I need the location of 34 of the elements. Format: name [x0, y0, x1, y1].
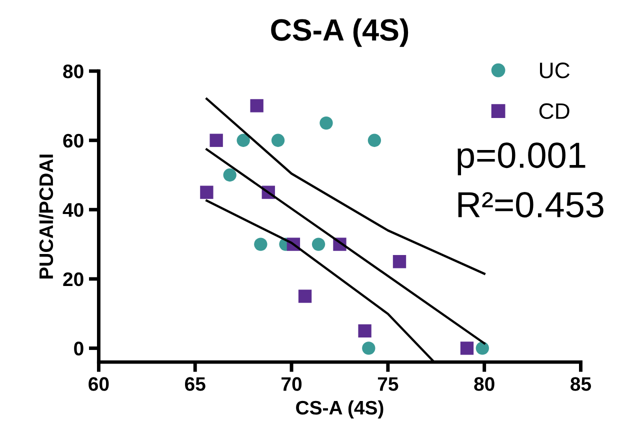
- point: [320, 116, 333, 130]
- point: [362, 342, 376, 355]
- x-tick-label: 75: [378, 377, 398, 391]
- point: [368, 134, 382, 147]
- point: [392, 255, 406, 268]
- x-tick-label: 85: [570, 377, 592, 391]
- chart-title: CS-A (4S): [271, 18, 408, 47]
- point: [250, 99, 264, 112]
- point: [460, 342, 474, 355]
- y-tick-label: 20: [63, 272, 84, 286]
- legend-label: UC: [540, 62, 570, 78]
- legend-label: CD: [539, 103, 570, 120]
- point: [200, 186, 214, 199]
- x-tick-label: 80: [474, 377, 494, 391]
- point: [358, 324, 372, 338]
- y-tick-label: 60: [63, 134, 84, 148]
- x-axis-title: CS-A (4S): [296, 400, 384, 418]
- y-axis-title: PUCAI/PCDAI: [38, 154, 54, 278]
- point: [236, 134, 250, 147]
- x-tick-label: 65: [185, 377, 206, 391]
- point: [254, 238, 268, 251]
- point: [271, 134, 285, 147]
- point: [298, 290, 312, 303]
- x-tick-label: 60: [88, 377, 109, 391]
- x-tick-label: 70: [282, 377, 302, 391]
- point: [210, 134, 223, 147]
- y-tick-label: 80: [63, 64, 84, 78]
- annotation: p=0.001: [458, 142, 586, 176]
- y-tick-label: 40: [62, 203, 84, 217]
- y-tick-label: 0: [74, 342, 84, 356]
- point: [476, 342, 489, 355]
- point: [312, 238, 326, 251]
- point: [223, 168, 236, 182]
- annotation: R²=0.453: [458, 192, 604, 218]
